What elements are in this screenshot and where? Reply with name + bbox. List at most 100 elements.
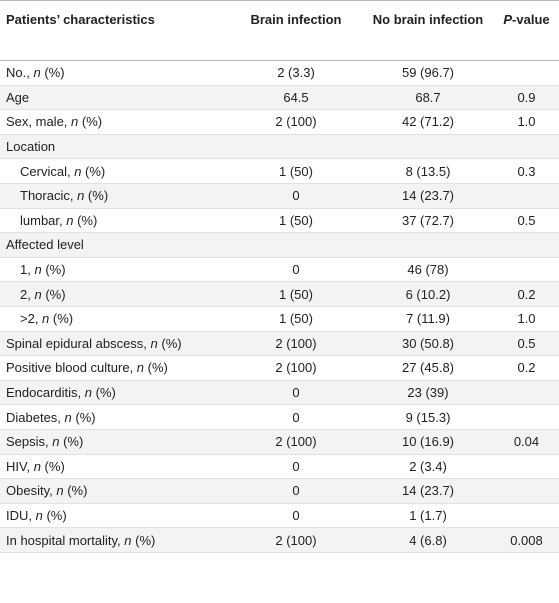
cell xyxy=(494,257,559,283)
table-row: Sex, male, n (%) 2 (100) 42 (71.2) 1.0 xyxy=(0,109,559,135)
table-row: Location xyxy=(0,134,559,160)
table-row: HIV, n (%) 0 2 (3.4) xyxy=(0,454,559,480)
table-row: Age 64.5 68.7 0.9 xyxy=(0,85,559,111)
cell: 0.3 xyxy=(494,158,559,184)
row-label: Sex, male, n (%) xyxy=(0,109,230,135)
cell: 0 xyxy=(230,183,362,209)
row-label: Diabetes, n (%) xyxy=(0,404,230,430)
cell xyxy=(494,183,559,209)
cell: 1.0 xyxy=(494,109,559,135)
cell: 14 (23.7) xyxy=(362,183,494,209)
row-label: Affected level xyxy=(0,232,230,258)
cell: 0.5 xyxy=(494,331,559,357)
cell xyxy=(494,232,559,258)
cell: 8 (13.5) xyxy=(362,158,494,184)
cell: 0 xyxy=(230,257,362,283)
table-row: Sepsis, n (%) 2 (100) 10 (16.9) 0.04 xyxy=(0,429,559,455)
cell: 46 (78) xyxy=(362,257,494,283)
row-label: Cervical, n (%) xyxy=(0,158,230,184)
table-row: Obesity, n (%) 0 14 (23.7) xyxy=(0,478,559,504)
header-row: Patients’ characteristics Brain infection… xyxy=(0,0,559,61)
cell xyxy=(494,454,559,480)
table-row: 2, n (%) 1 (50) 6 (10.2) 0.2 xyxy=(0,281,559,307)
cell: 42 (71.2) xyxy=(362,109,494,135)
cell: 14 (23.7) xyxy=(362,478,494,504)
cell: 0.008 xyxy=(494,527,559,553)
row-label: 2, n (%) xyxy=(0,281,230,307)
table-row: IDU, n (%) 0 1 (1.7) xyxy=(0,503,559,529)
cell: 0 xyxy=(230,454,362,480)
table-row: >2, n (%) 1 (50) 7 (11.9) 1.0 xyxy=(0,306,559,332)
cell xyxy=(230,134,362,160)
cell: 1.0 xyxy=(494,306,559,332)
cell xyxy=(494,503,559,529)
row-label: In hospital mortality, n (%) xyxy=(0,527,230,553)
cell: 10 (16.9) xyxy=(362,429,494,455)
table-row: In hospital mortality, n (%) 2 (100) 4 (6.… xyxy=(0,527,559,553)
cell xyxy=(494,134,559,160)
cell xyxy=(494,478,559,504)
cell: 2 (100) xyxy=(230,429,362,455)
table-row: Spinal epidural abscess, n (%) 2 (100) 30 … xyxy=(0,331,559,357)
cell: 1 (50) xyxy=(230,281,362,307)
cell: 2 (3.3) xyxy=(230,60,362,86)
table-header: Patients’ characteristics Brain infection… xyxy=(0,0,559,61)
cell xyxy=(362,232,494,258)
table-row: lumbar, n (%) 1 (50) 37 (72.7) 0.5 xyxy=(0,208,559,234)
cell: 27 (45.8) xyxy=(362,355,494,381)
cell: 4 (6.8) xyxy=(362,527,494,553)
row-label: Spinal epidural abscess, n (%) xyxy=(0,331,230,357)
cell xyxy=(362,134,494,160)
cell: 9 (15.3) xyxy=(362,404,494,430)
cell: 1 (50) xyxy=(230,158,362,184)
row-label: Age xyxy=(0,85,230,111)
cell: 2 (100) xyxy=(230,355,362,381)
cell xyxy=(494,404,559,430)
header-cell: P-value xyxy=(494,0,559,61)
cell: 0 xyxy=(230,380,362,406)
cell: 0.2 xyxy=(494,281,559,307)
row-label: IDU, n (%) xyxy=(0,503,230,529)
cell: 30 (50.8) xyxy=(362,331,494,357)
header-cell: Patients’ characteristics xyxy=(0,0,230,61)
table-row: Positive blood culture, n (%) 2 (100) 27 (… xyxy=(0,355,559,381)
cell: 0.5 xyxy=(494,208,559,234)
row-label: HIV, n (%) xyxy=(0,454,230,480)
cell: 2 (100) xyxy=(230,109,362,135)
cell: 0.9 xyxy=(494,85,559,111)
cell: 37 (72.7) xyxy=(362,208,494,234)
table-row: Cervical, n (%) 1 (50) 8 (13.5) 0.3 xyxy=(0,158,559,184)
row-label: Location xyxy=(0,134,230,160)
cell: 59 (96.7) xyxy=(362,60,494,86)
table-row: No., n (%) 2 (3.3) 59 (96.7) xyxy=(0,60,559,86)
cell: 68.7 xyxy=(362,85,494,111)
row-label: 1, n (%) xyxy=(0,257,230,283)
cell xyxy=(494,380,559,406)
row-label: lumbar, n (%) xyxy=(0,208,230,234)
row-label: Endocarditis, n (%) xyxy=(0,380,230,406)
cell: 23 (39) xyxy=(362,380,494,406)
cell: 1 (50) xyxy=(230,208,362,234)
cell: 0.2 xyxy=(494,355,559,381)
header-cell: Brain infection xyxy=(230,0,362,61)
cell: 2 (3.4) xyxy=(362,454,494,480)
cell: 0 xyxy=(230,404,362,430)
table-row: Affected level xyxy=(0,232,559,258)
cell: 1 (50) xyxy=(230,306,362,332)
cell xyxy=(230,232,362,258)
header-cell: No brain infection xyxy=(362,0,494,61)
row-label: Obesity, n (%) xyxy=(0,478,230,504)
table-row: Thoracic, n (%) 0 14 (23.7) xyxy=(0,183,559,209)
cell xyxy=(494,60,559,86)
cell: 64.5 xyxy=(230,85,362,111)
cell: 2 (100) xyxy=(230,331,362,357)
row-label: Sepsis, n (%) xyxy=(0,429,230,455)
cell: 7 (11.9) xyxy=(362,306,494,332)
data-table: Patients’ characteristics Brain infection… xyxy=(0,0,559,553)
cell: 0.04 xyxy=(494,429,559,455)
table-row: Endocarditis, n (%) 0 23 (39) xyxy=(0,380,559,406)
row-label: No., n (%) xyxy=(0,60,230,86)
table-row: 1, n (%) 0 46 (78) xyxy=(0,257,559,283)
table-row: Diabetes, n (%) 0 9 (15.3) xyxy=(0,404,559,430)
